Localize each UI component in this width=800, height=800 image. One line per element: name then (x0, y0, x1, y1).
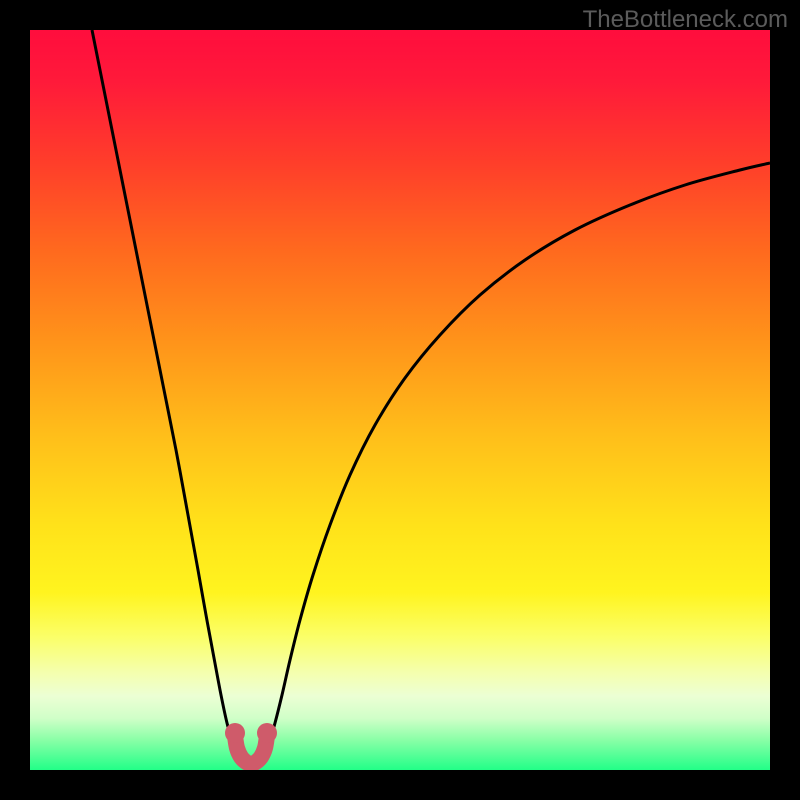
curve-left-branch (92, 30, 236, 750)
bottleneck-curve (30, 30, 770, 770)
frame-right (770, 0, 800, 800)
watermark-text: TheBottleneck.com (583, 6, 788, 34)
frame-bottom (0, 770, 800, 800)
trough-endpoints (225, 723, 277, 743)
curve-right-branch (266, 163, 770, 750)
plot-area (30, 30, 770, 770)
frame-left (0, 0, 30, 800)
